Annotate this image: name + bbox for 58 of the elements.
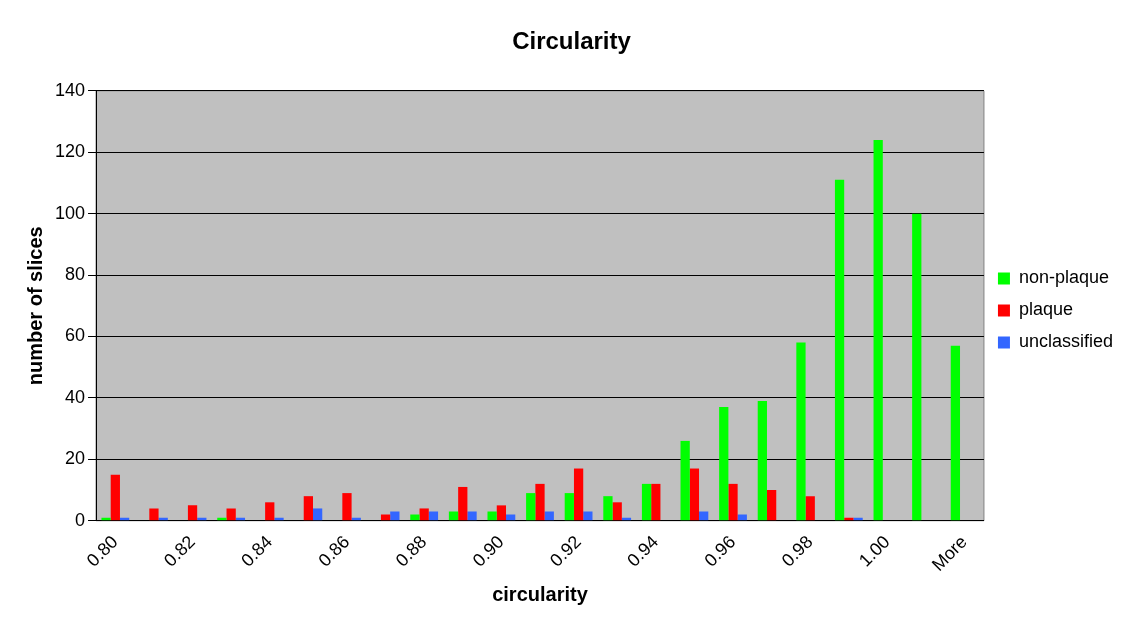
- bar: [805, 496, 815, 521]
- y-tick-label: 0: [75, 509, 86, 530]
- bar: [719, 407, 729, 521]
- bar: [149, 508, 159, 521]
- bar: [689, 468, 700, 521]
- bar: [496, 505, 507, 521]
- chart-title: Circularity: [512, 27, 632, 55]
- y-tick-label: 100: [54, 202, 86, 223]
- bar: [110, 474, 120, 521]
- bar: [912, 213, 922, 521]
- bar: [226, 508, 236, 521]
- bar: [796, 342, 806, 521]
- y-tick-label: 40: [65, 386, 86, 407]
- bar: [641, 483, 652, 521]
- bar: [312, 508, 323, 521]
- bar: [303, 496, 313, 521]
- bar: [766, 490, 777, 521]
- bar: [187, 505, 198, 521]
- y-tick-label: 140: [54, 79, 86, 100]
- bar: [873, 139, 883, 521]
- bar: [487, 511, 497, 521]
- x-tick-label: 0.86: [314, 531, 354, 571]
- bar: [564, 493, 574, 521]
- y-tick-label: 80: [65, 264, 86, 285]
- legend-label: plaque: [1018, 299, 1074, 320]
- y-tick-label: 20: [65, 448, 86, 469]
- x-tick-label: 0.80: [82, 531, 122, 571]
- legend-label: unclassified: [1018, 331, 1114, 352]
- y-tick-label: 120: [54, 141, 86, 162]
- x-tick-label: 0.92: [546, 531, 585, 571]
- bar: [265, 502, 275, 521]
- bar: [950, 345, 961, 521]
- x-tick-label: 0.90: [468, 531, 508, 571]
- bar: [757, 400, 767, 521]
- bar: [728, 483, 738, 521]
- bar: [651, 483, 661, 521]
- bar: [680, 440, 690, 521]
- x-axis-title: circularity: [492, 582, 589, 605]
- bar: [535, 483, 545, 521]
- bar: [419, 508, 429, 521]
- x-tick-label: 0.96: [700, 531, 740, 571]
- bar: [612, 502, 622, 521]
- bar: [458, 486, 468, 521]
- bar: [342, 493, 352, 521]
- legend-label: non-plaque: [1018, 267, 1110, 288]
- bar: [526, 493, 536, 521]
- x-tick-label: 0.94: [623, 531, 663, 571]
- bar: [410, 514, 420, 521]
- y-axis-title: number of slices: [23, 226, 46, 386]
- bar: [467, 511, 477, 521]
- bar: [834, 179, 845, 521]
- x-tick-label: 0.84: [237, 531, 277, 571]
- x-tick-label: 0.98: [777, 531, 817, 571]
- bar: [603, 496, 613, 521]
- x-tick-label: 0.82: [159, 531, 199, 571]
- y-tick-label: 60: [65, 325, 86, 346]
- bar: [573, 468, 584, 521]
- x-tick-label: 0.88: [391, 531, 431, 571]
